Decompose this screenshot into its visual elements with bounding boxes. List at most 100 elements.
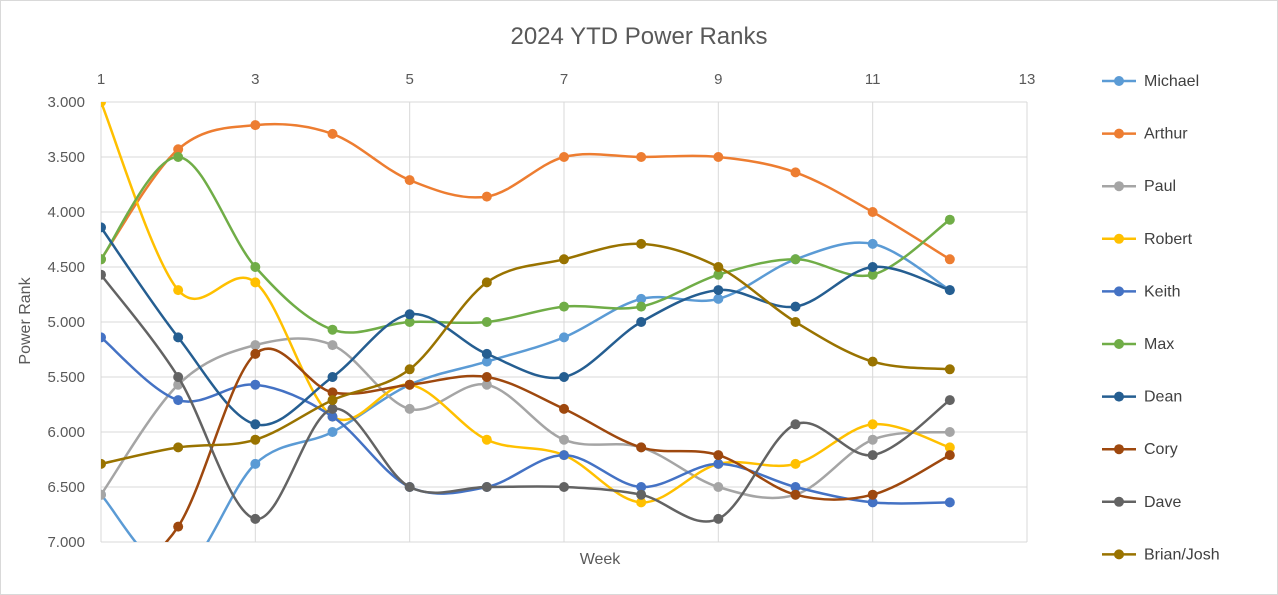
data-point: [790, 254, 801, 265]
legend-entry: Max: [1102, 336, 1174, 353]
data-point: [250, 434, 261, 445]
data-point: [101, 102, 106, 107]
series-line: [101, 337, 950, 500]
y-tick-label: 4.000: [47, 204, 85, 221]
data-point: [101, 222, 106, 233]
data-point: [101, 269, 106, 280]
data-point: [944, 497, 955, 508]
data-point: [404, 317, 415, 327]
legend-entry: Arthur: [1102, 126, 1188, 143]
legend-swatch-marker: [1114, 496, 1124, 507]
data-point: [250, 379, 261, 390]
series-dean: [101, 222, 955, 430]
data-point: [559, 403, 569, 414]
data-point: [867, 207, 878, 217]
data-point: [944, 442, 955, 453]
data-point: [96, 584, 106, 594]
series-line: [101, 226, 951, 427]
chart-title: 2024 YTD Power Ranks: [510, 23, 767, 50]
data-point: [481, 434, 492, 445]
legend-entry: Dave: [1102, 494, 1181, 511]
data-point: [636, 238, 647, 249]
legend: Michael Arthur Paul Robert Keith Max Dean Cory D…: [1102, 73, 1220, 563]
data-point: [867, 356, 878, 367]
data-point: [713, 293, 724, 304]
data-point: [250, 120, 261, 131]
data-point: [173, 521, 184, 532]
legend-swatch-marker: [1114, 391, 1124, 402]
data-point: [250, 340, 261, 351]
legend-entry: Paul: [1102, 178, 1176, 195]
legend-label: Arthur: [1144, 126, 1188, 143]
data-point: [790, 301, 801, 312]
data-point: [481, 191, 492, 202]
y-tick-label: 6.000: [47, 424, 85, 441]
y-axis-title: Power Rank: [17, 276, 34, 364]
y-tick-label: 5.000: [47, 314, 85, 331]
data-point: [327, 395, 338, 406]
series-line: [101, 241, 951, 542]
legend-label: Dave: [1144, 494, 1181, 511]
data-point: [404, 403, 415, 414]
data-point: [250, 458, 261, 469]
data-point: [636, 152, 647, 162]
data-point: [173, 372, 184, 382]
data-point: [713, 152, 724, 162]
legend-swatch-marker: [1114, 76, 1124, 86]
legend-swatch-marker: [1114, 181, 1124, 192]
y-tick-label: 5.500: [47, 369, 85, 386]
data-point: [173, 442, 184, 453]
data-point: [481, 482, 492, 492]
data-point: [713, 513, 724, 524]
data-point: [101, 458, 106, 469]
data-point: [327, 427, 338, 437]
data-point: [327, 403, 338, 414]
x-tick-label: 1: [97, 71, 105, 88]
legend-label: Dean: [1144, 389, 1182, 406]
series-dave: [101, 269, 955, 524]
legend-entry: Brian/Josh: [1102, 546, 1220, 563]
data-point: [327, 372, 338, 382]
data-point: [636, 442, 647, 453]
data-point: [481, 372, 492, 382]
data-point: [790, 167, 801, 178]
data-point: [173, 285, 184, 296]
data-point: [327, 340, 338, 351]
data-point: [790, 489, 801, 500]
x-tick-label: 9: [714, 71, 722, 88]
legend-entry: Keith: [1102, 283, 1180, 300]
x-tick-label: 3: [251, 71, 259, 88]
legend-swatch-marker: [1114, 233, 1124, 244]
legend-entry: Cory: [1102, 441, 1178, 458]
legend-label: Max: [1144, 336, 1174, 353]
data-point: [867, 262, 878, 272]
series-lines: [96, 102, 955, 594]
data-point: [867, 238, 878, 249]
data-point: [327, 387, 338, 398]
data-point: [867, 419, 878, 430]
x-axis-title: Week: [580, 551, 622, 568]
data-point: [173, 144, 184, 155]
data-point: [173, 395, 184, 406]
data-point: [559, 332, 569, 343]
legend-entry: Michael: [1102, 73, 1199, 90]
data-point: [790, 482, 801, 492]
legend-entry: Dean: [1102, 389, 1182, 406]
data-point: [250, 419, 261, 430]
data-point: [250, 262, 261, 272]
data-point: [944, 254, 955, 265]
data-point: [173, 569, 183, 579]
data-point: [713, 450, 724, 461]
gridlines: [100, 101, 1028, 543]
legend-swatch-marker: [1114, 286, 1124, 297]
data-point: [481, 277, 492, 288]
data-point: [481, 317, 492, 327]
legend-entry: Robert: [1102, 231, 1193, 248]
data-point: [867, 497, 878, 508]
data-point: [636, 317, 647, 327]
legend-swatch-marker: [1114, 128, 1124, 139]
x-tick-label: 7: [560, 71, 568, 88]
series-line: [101, 102, 951, 504]
legend-swatch-marker: [1114, 444, 1124, 455]
